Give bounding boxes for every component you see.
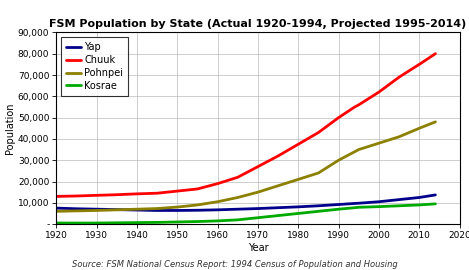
- Yap: [376, 200, 382, 203]
- Yap: [356, 202, 362, 205]
- X-axis label: Year: Year: [248, 243, 268, 253]
- Text: Source: FSM National Census Report: 1994 Census of Population and Housing: Source: FSM National Census Report: 1994…: [72, 260, 397, 269]
- Pohnpei: [396, 135, 402, 139]
- Pohnpei: [53, 210, 59, 213]
- Kosrae: [134, 221, 140, 224]
- Yap: [195, 209, 200, 212]
- Pohnpei: [235, 196, 241, 199]
- Chuuk: [352, 105, 357, 109]
- Pohnpei: [352, 150, 357, 153]
- Kosrae: [235, 218, 241, 221]
- Yap: [255, 207, 261, 210]
- Chuuk: [376, 90, 382, 94]
- Yap: [275, 206, 281, 209]
- Kosrae: [154, 221, 160, 224]
- Yap: [352, 202, 357, 205]
- Pohnpei: [74, 209, 79, 212]
- Kosrae: [114, 221, 120, 224]
- Yap: [53, 207, 59, 210]
- Chuuk: [74, 194, 79, 198]
- Kosrae: [74, 221, 79, 225]
- Legend: Yap, Chuuk, Pohnpei, Kosrae: Yap, Chuuk, Pohnpei, Kosrae: [61, 37, 129, 96]
- Kosrae: [356, 206, 362, 209]
- Kosrae: [195, 220, 200, 223]
- Line: Pohnpei: Pohnpei: [56, 122, 435, 211]
- Kosrae: [396, 204, 402, 207]
- Chuuk: [396, 76, 402, 79]
- Pohnpei: [316, 171, 321, 175]
- Chuuk: [154, 192, 160, 195]
- Chuuk: [114, 193, 120, 196]
- Chuuk: [416, 63, 422, 66]
- Pohnpei: [432, 120, 438, 123]
- Line: Yap: Yap: [56, 195, 435, 211]
- Kosrae: [316, 210, 321, 213]
- Yap: [316, 204, 321, 207]
- Kosrae: [215, 219, 220, 222]
- Kosrae: [432, 202, 438, 205]
- Kosrae: [336, 208, 341, 211]
- Kosrae: [416, 203, 422, 207]
- Pohnpei: [195, 203, 200, 207]
- Kosrae: [255, 216, 261, 219]
- Yap: [94, 208, 99, 211]
- Yap: [215, 208, 220, 211]
- Kosrae: [174, 220, 180, 224]
- Pohnpei: [356, 148, 362, 151]
- Yap: [416, 196, 422, 199]
- Kosrae: [94, 221, 99, 225]
- Pohnpei: [174, 205, 180, 209]
- Pohnpei: [154, 207, 160, 210]
- Chuuk: [356, 103, 362, 106]
- Kosrae: [352, 206, 357, 209]
- Chuuk: [255, 165, 261, 168]
- Chuuk: [174, 190, 180, 193]
- Pohnpei: [215, 200, 220, 203]
- Line: Chuuk: Chuuk: [56, 54, 435, 196]
- Yap: [432, 193, 438, 197]
- Kosrae: [376, 205, 382, 208]
- Chuuk: [195, 187, 200, 191]
- Yap: [235, 208, 241, 211]
- Yap: [336, 203, 341, 206]
- Chuuk: [275, 154, 281, 158]
- Yap: [154, 209, 160, 212]
- Chuuk: [94, 194, 99, 197]
- Yap: [396, 198, 402, 201]
- Chuuk: [215, 182, 220, 185]
- Pohnpei: [275, 184, 281, 187]
- Kosrae: [295, 212, 301, 215]
- Pohnpei: [255, 191, 261, 194]
- Yap: [174, 209, 180, 212]
- Pohnpei: [114, 208, 120, 211]
- Line: Kosrae: Kosrae: [56, 204, 435, 223]
- Pohnpei: [416, 127, 422, 130]
- Chuuk: [316, 131, 321, 134]
- Kosrae: [275, 214, 281, 217]
- Kosrae: [53, 221, 59, 225]
- Yap: [114, 208, 120, 211]
- Chuuk: [432, 52, 438, 55]
- Title: FSM Population by State (Actual 1920-1994, Projected 1995-2014): FSM Population by State (Actual 1920-199…: [49, 19, 467, 29]
- Chuuk: [336, 116, 341, 119]
- Pohnpei: [134, 208, 140, 211]
- Pohnpei: [376, 141, 382, 145]
- Pohnpei: [336, 158, 341, 162]
- Chuuk: [295, 143, 301, 146]
- Pohnpei: [94, 209, 99, 212]
- Chuuk: [134, 192, 140, 195]
- Yap: [295, 205, 301, 208]
- Chuuk: [53, 195, 59, 198]
- Chuuk: [235, 176, 241, 179]
- Yap: [134, 208, 140, 212]
- Y-axis label: Population: Population: [5, 103, 15, 154]
- Pohnpei: [295, 178, 301, 181]
- Yap: [74, 207, 79, 210]
